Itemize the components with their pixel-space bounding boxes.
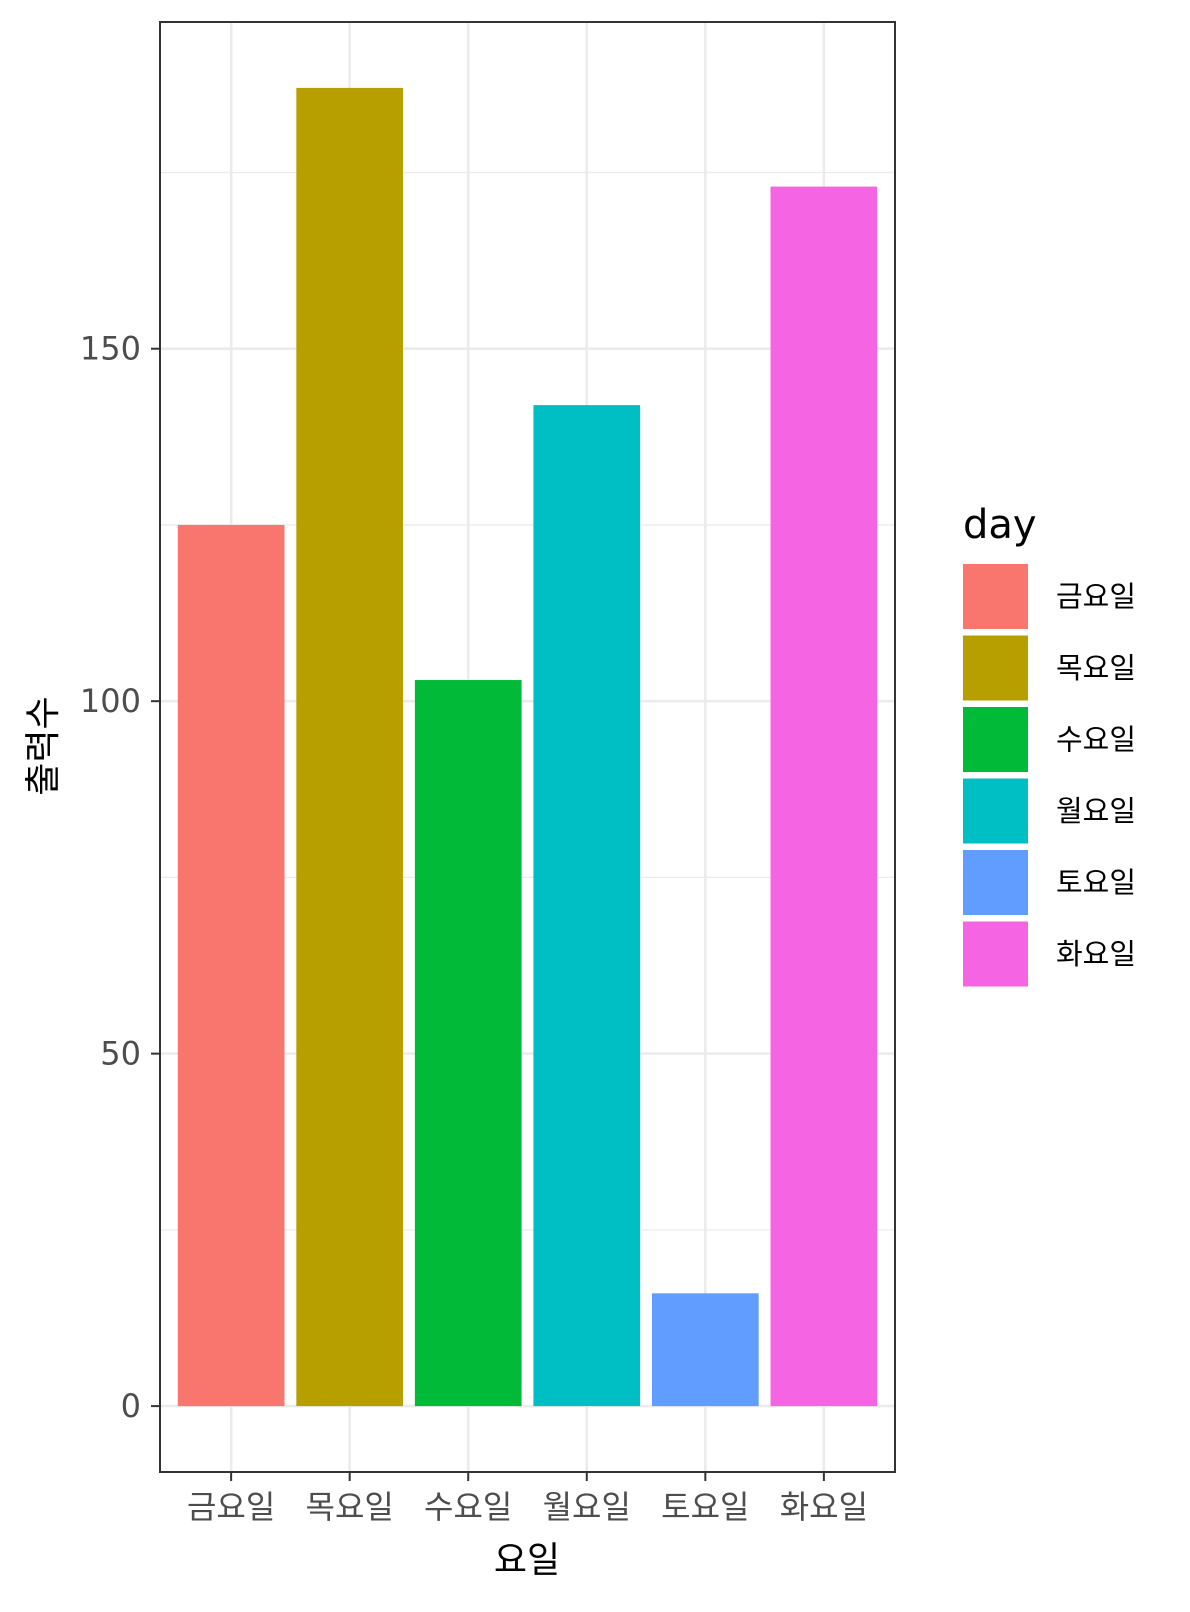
bar-3 [414,680,522,1407]
x-tick-label: 목요일 [306,1488,394,1526]
legend-label-4: 월요일 [1056,794,1136,828]
legend-key-4 [963,778,1028,844]
x-tick-label: 금요일 [187,1488,275,1526]
x-tick-label: 월요일 [543,1488,631,1526]
legend-key-6 [963,921,1028,987]
x-tick-label: 수요일 [424,1488,512,1526]
legend-key-5 [963,850,1028,915]
y-axis-title: 출력수 [23,696,64,795]
bar-5 [651,1293,759,1407]
bar-4 [533,405,641,1407]
plot-panel-border [159,21,896,1473]
bars [177,87,878,1407]
bar-6 [770,186,878,1407]
legend-title: day [963,502,1037,548]
legend-key-1 [963,564,1028,629]
y-tick-label: 150 [80,330,141,368]
legend-label-3: 수요일 [1056,723,1136,757]
legend-label-6: 화요일 [1056,937,1136,971]
legend-key-2 [963,635,1028,701]
y-tick-label: 50 [100,1035,141,1073]
legend-key-3 [963,707,1028,772]
x-tick-label: 토요일 [661,1488,749,1526]
axes: 0 50 100 150 금요일 목요일 수요일 월요일 토요일 화요일 [80,330,868,1526]
y-tick-label: 100 [80,682,141,720]
x-axis-title: 요일 [494,1540,560,1581]
x-tick-label: 화요일 [780,1488,868,1526]
legend-label-2: 목요일 [1056,651,1136,685]
legend-label-5: 토요일 [1056,866,1136,900]
legend-label-1: 금요일 [1056,580,1136,614]
bar-1 [177,524,285,1407]
y-tick-label: 0 [121,1387,141,1425]
bar-2 [296,87,404,1407]
